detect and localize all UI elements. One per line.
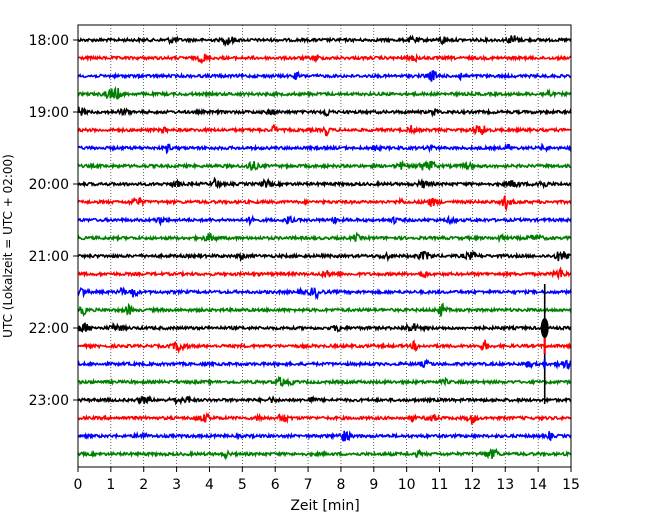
trace-1815 [77,52,572,65]
trace-1900 [77,106,572,118]
y-tick-label: 20:00 [29,177,69,193]
y-axis-label: UTC (Lokalzeit = UTC + 02:00) [1,154,15,338]
x-tick-label: 12 [463,477,481,493]
x-tick-label: 13 [496,477,514,493]
trace-1845 [77,85,572,100]
trace-1800 [77,34,572,48]
x-tick-label: 15 [562,477,580,493]
event-spike [540,284,549,404]
x-tick-label: 11 [431,477,449,493]
trace-2130 [77,286,572,301]
trace-2115 [77,266,572,281]
trace-2315 [77,411,572,426]
x-tick-label: 10 [398,477,416,493]
x-tick-label: 2 [139,477,148,493]
trace-2200 [77,321,572,333]
y-tick-label: 21:00 [29,249,69,265]
y-tick-label: 22:00 [29,321,69,337]
trace-2000 [77,176,572,190]
x-tick-label: 4 [205,477,214,493]
trace-2100 [77,249,572,263]
event-peak [540,318,549,338]
trace-2015 [77,195,572,213]
x-axis-ticks: 0 1 2 3 4 5 6 7 8 9 10 11 12 13 14 15 [74,467,580,493]
y-tick-label: 18:00 [29,33,69,49]
trace-2300 [77,394,572,406]
y-tick-label: 23:00 [29,393,69,409]
trace-2030 [77,214,572,227]
trace-2045 [77,231,572,244]
x-tick-label: 6 [271,477,280,493]
trace-2145 [77,302,572,317]
y-axis-ticks: 18:00 19:00 20:00 21:00 22:00 23:00 [29,33,78,409]
trace-1830 [77,69,572,82]
x-tick-label: 1 [106,477,115,493]
trace-1915 [77,123,572,137]
trace-2330 [77,430,572,442]
trace-1945 [77,159,572,172]
trace-2215 [77,339,572,355]
x-axis-label: Zeit [min] [290,498,359,514]
x-tick-label: 14 [529,477,547,493]
plot-frame [77,24,572,468]
trace-1930 [77,142,572,155]
trace-2345 [77,447,572,461]
x-tick-label: 9 [369,477,378,493]
x-tick-label: 0 [74,477,83,493]
x-tick-label: 3 [172,477,181,493]
y-tick-label: 19:00 [29,105,69,121]
trace-2230 [77,358,572,371]
trace-2245 [77,375,572,388]
x-tick-label: 8 [336,477,345,493]
seismic-traces [77,34,572,461]
x-tick-label: 5 [238,477,247,493]
x-tick-label: 7 [304,477,313,493]
